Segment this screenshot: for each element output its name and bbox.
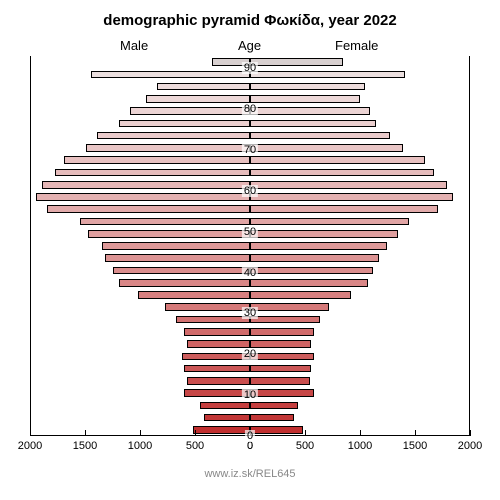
age-tick-20: 20 bbox=[242, 348, 258, 360]
bar-female-age-66 bbox=[250, 156, 425, 164]
bars-male bbox=[31, 56, 250, 435]
chart-title: demographic pyramid Φωκίδα, year 2022 bbox=[0, 12, 500, 29]
label-female: Female bbox=[335, 38, 378, 53]
bar-male-age-78 bbox=[130, 107, 250, 115]
age-axis-labels: 9080706050403020100 bbox=[235, 56, 265, 435]
bar-female-age-51 bbox=[250, 218, 409, 226]
age-tick-50: 50 bbox=[242, 226, 258, 238]
bar-male-age-45 bbox=[102, 242, 250, 250]
x-tick: 1000 bbox=[128, 440, 152, 452]
bar-male-age-63 bbox=[55, 169, 250, 177]
bar-female-age-75 bbox=[250, 120, 376, 128]
bar-male-age-51 bbox=[80, 218, 250, 226]
watermark: www.iz.sk/REL645 bbox=[0, 468, 500, 480]
bar-male-age-54 bbox=[47, 205, 250, 213]
bar-male-age-33 bbox=[138, 291, 250, 299]
bars-female bbox=[250, 56, 469, 435]
age-tick-0: 0 bbox=[245, 430, 255, 442]
bar-female-age-42 bbox=[250, 254, 379, 262]
bar-female-age-69 bbox=[250, 144, 403, 152]
x-tick: 2000 bbox=[458, 440, 482, 452]
bar-male-age-57 bbox=[36, 193, 250, 201]
bar-female-age-57 bbox=[250, 193, 453, 201]
bar-male-age-72 bbox=[97, 132, 250, 140]
age-tick-60: 60 bbox=[242, 185, 258, 197]
bar-male-age-75 bbox=[119, 120, 250, 128]
bar-male-age-48 bbox=[88, 230, 250, 238]
bar-male-age-69 bbox=[86, 144, 250, 152]
x-tick: 2000 bbox=[18, 440, 42, 452]
label-age: Age bbox=[238, 38, 261, 53]
age-tick-30: 30 bbox=[242, 307, 258, 319]
bar-male-age-39 bbox=[113, 267, 250, 275]
bar-male-age-60 bbox=[42, 181, 250, 189]
bar-female-age-72 bbox=[250, 132, 390, 140]
bar-female-age-81 bbox=[250, 95, 360, 103]
bar-female-age-54 bbox=[250, 205, 438, 213]
x-tick: 1000 bbox=[348, 440, 372, 452]
x-tick: 1500 bbox=[403, 440, 427, 452]
pyramid-chart: demographic pyramid Φωκίδα, year 2022 Ma… bbox=[0, 0, 500, 500]
age-tick-10: 10 bbox=[242, 389, 258, 401]
bar-male-age-66 bbox=[64, 156, 250, 164]
bar-female-age-39 bbox=[250, 267, 373, 275]
bar-female-age-63 bbox=[250, 169, 434, 177]
age-tick-90: 90 bbox=[242, 62, 258, 74]
bar-male-age-36 bbox=[119, 279, 250, 287]
bar-female-age-48 bbox=[250, 230, 398, 238]
bar-male-age-42 bbox=[105, 254, 250, 262]
bar-female-age-60 bbox=[250, 181, 447, 189]
x-tick: 500 bbox=[186, 440, 204, 452]
age-tick-40: 40 bbox=[242, 267, 258, 279]
x-tick: 1500 bbox=[73, 440, 97, 452]
age-tick-70: 70 bbox=[242, 144, 258, 156]
bar-female-age-87 bbox=[250, 71, 405, 79]
bar-male-age-87 bbox=[91, 71, 250, 79]
plot-area: 9080706050403020100 bbox=[30, 56, 470, 436]
age-tick-80: 80 bbox=[242, 103, 258, 115]
label-male: Male bbox=[120, 38, 148, 53]
bar-female-age-36 bbox=[250, 279, 368, 287]
bar-female-age-78 bbox=[250, 107, 370, 115]
bar-female-age-45 bbox=[250, 242, 387, 250]
bar-female-age-33 bbox=[250, 291, 351, 299]
x-tick: 500 bbox=[296, 440, 314, 452]
bar-female-age-84 bbox=[250, 83, 365, 91]
